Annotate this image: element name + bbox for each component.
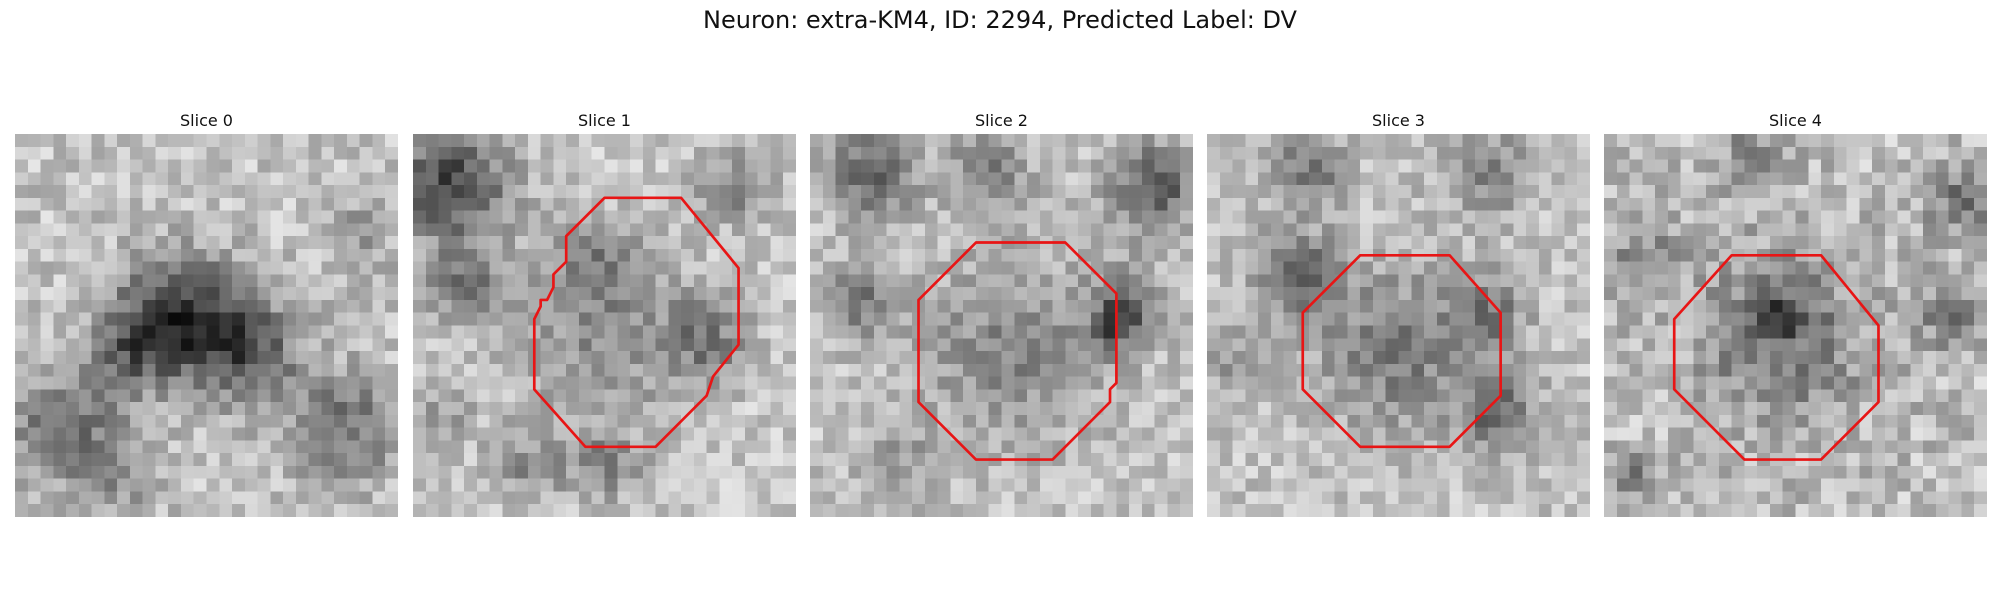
- slice-image-container: [413, 134, 796, 517]
- slice-title: Slice 3: [1372, 111, 1425, 130]
- slice-image: [1604, 134, 1987, 517]
- slice-panel-4: Slice 4: [1604, 108, 1987, 517]
- roi-overlay: [532, 196, 740, 449]
- slice-image: [810, 134, 1193, 517]
- slice-title: Slice 2: [975, 111, 1028, 130]
- slice-panel-1: Slice 1: [413, 108, 796, 517]
- roi-outline: [532, 196, 740, 449]
- slice-image: [15, 134, 398, 517]
- slice-panel-3: Slice 3: [1207, 108, 1590, 517]
- slice-image-container: [1207, 134, 1590, 517]
- slice-image-container: [15, 134, 398, 517]
- figure-title: Neuron: extra-KM4, ID: 2294, Predicted L…: [703, 6, 1297, 34]
- roi-outline: [917, 241, 1118, 461]
- slice-image-container: [1604, 134, 1987, 517]
- slice-image-container: [810, 134, 1193, 517]
- roi-outline: [1672, 253, 1880, 461]
- roi-overlay: [917, 241, 1118, 461]
- roi-overlay: [1301, 253, 1502, 449]
- roi-overlay: [1672, 253, 1880, 461]
- slice-title: Slice 0: [180, 111, 233, 130]
- roi-overlay: [15, 134, 398, 517]
- slice-title: Slice 1: [578, 111, 631, 130]
- slice-title: Slice 4: [1769, 111, 1822, 130]
- roi-outline: [1301, 253, 1502, 449]
- slice-image: [1207, 134, 1590, 517]
- slice-panel-0: Slice 0: [15, 108, 398, 517]
- slice-panel-2: Slice 2: [810, 108, 1193, 517]
